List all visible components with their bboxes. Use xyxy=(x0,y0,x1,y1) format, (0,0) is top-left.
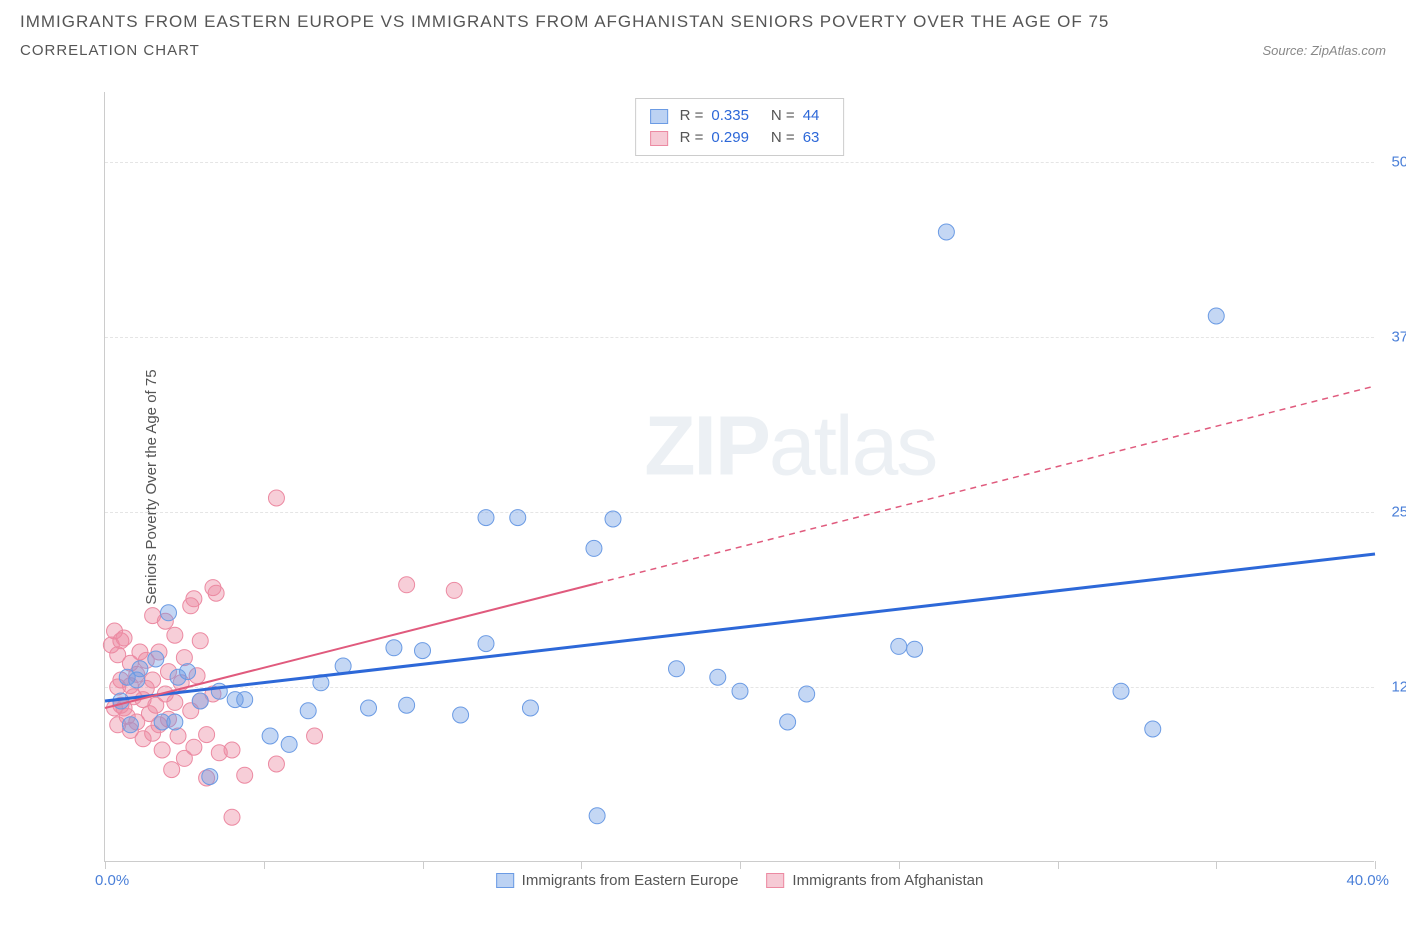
x-tick xyxy=(581,861,582,869)
data-point xyxy=(167,627,183,643)
y-tick-label: 37.5% xyxy=(1391,329,1406,346)
series-legend: Immigrants from Eastern Europe Immigrant… xyxy=(496,872,984,889)
data-point xyxy=(361,700,377,716)
data-point xyxy=(281,736,297,752)
data-point xyxy=(224,809,240,825)
data-point xyxy=(510,510,526,526)
x-tick xyxy=(1216,861,1217,869)
data-point xyxy=(907,641,923,657)
correlation-chart: Seniors Poverty Over the Age of 75 ZIPat… xyxy=(64,92,1384,882)
data-point xyxy=(122,717,138,733)
data-point xyxy=(669,661,685,677)
swatch-pink xyxy=(766,873,784,888)
stats-row-blue: R = 0.335 N = 44 xyxy=(650,105,830,127)
data-point xyxy=(148,651,164,667)
data-point xyxy=(938,224,954,240)
swatch-blue xyxy=(650,109,668,124)
data-point xyxy=(186,739,202,755)
data-point xyxy=(192,693,208,709)
data-point xyxy=(1208,308,1224,324)
stats-row-pink: R = 0.299 N = 63 xyxy=(650,127,830,149)
stats-legend: R = 0.335 N = 44 R = 0.299 N = 63 xyxy=(635,98,845,156)
data-point xyxy=(605,511,621,527)
swatch-pink xyxy=(650,131,668,146)
data-point xyxy=(522,700,538,716)
data-point xyxy=(262,728,278,744)
x-tick xyxy=(105,861,106,869)
data-point xyxy=(453,707,469,723)
legend-item-eastern-europe: Immigrants from Eastern Europe xyxy=(496,872,739,889)
data-point xyxy=(211,683,227,699)
data-point xyxy=(589,808,605,824)
x-axis-max: 40.0% xyxy=(1346,872,1389,889)
data-point xyxy=(478,636,494,652)
data-point xyxy=(132,661,148,677)
data-point xyxy=(732,683,748,699)
data-point xyxy=(891,638,907,654)
data-point xyxy=(145,672,161,688)
x-tick xyxy=(1058,861,1059,869)
data-point xyxy=(268,756,284,772)
data-point xyxy=(202,769,218,785)
data-point xyxy=(224,742,240,758)
legend-item-afghanistan: Immigrants from Afghanistan xyxy=(766,872,983,889)
data-point xyxy=(386,640,402,656)
data-point xyxy=(399,577,415,593)
trend-line-dashed xyxy=(597,386,1375,583)
y-tick-label: 25.0% xyxy=(1391,504,1406,521)
x-axis-min: 0.0% xyxy=(95,872,129,889)
data-point xyxy=(710,669,726,685)
subtitle: CORRELATION CHART xyxy=(20,42,200,59)
data-point xyxy=(164,762,180,778)
swatch-blue xyxy=(496,873,514,888)
data-point xyxy=(208,585,224,601)
x-tick xyxy=(1375,861,1376,869)
data-point xyxy=(154,742,170,758)
data-point xyxy=(176,650,192,666)
source-attribution: Source: ZipAtlas.com xyxy=(1262,43,1386,58)
trend-line xyxy=(105,583,597,708)
data-point xyxy=(192,633,208,649)
data-point xyxy=(161,605,177,621)
data-point xyxy=(167,694,183,710)
data-point xyxy=(199,727,215,743)
x-tick xyxy=(264,861,265,869)
x-tick xyxy=(423,861,424,869)
data-point xyxy=(167,714,183,730)
data-point xyxy=(237,692,253,708)
data-point xyxy=(300,703,316,719)
data-point xyxy=(307,728,323,744)
y-tick-label: 50.0% xyxy=(1391,154,1406,171)
data-point xyxy=(180,664,196,680)
header: IMMIGRANTS FROM EASTERN EUROPE VS IMMIGR… xyxy=(0,0,1406,59)
plot-area: ZIPatlas 12.5%25.0%37.5%50.0% R = 0.335 … xyxy=(104,92,1374,862)
x-tick xyxy=(740,861,741,869)
data-point xyxy=(1113,683,1129,699)
data-point xyxy=(116,630,132,646)
data-point xyxy=(399,697,415,713)
data-point xyxy=(415,643,431,659)
data-point xyxy=(780,714,796,730)
data-point xyxy=(237,767,253,783)
page-title: IMMIGRANTS FROM EASTERN EUROPE VS IMMIGR… xyxy=(20,12,1386,32)
data-point xyxy=(1145,721,1161,737)
trend-line xyxy=(105,554,1375,701)
data-point xyxy=(478,510,494,526)
data-point xyxy=(446,582,462,598)
data-point xyxy=(186,591,202,607)
data-point xyxy=(268,490,284,506)
y-tick-label: 12.5% xyxy=(1391,679,1406,696)
x-tick xyxy=(899,861,900,869)
data-point xyxy=(799,686,815,702)
data-point xyxy=(170,728,186,744)
scatter-svg xyxy=(105,92,1374,861)
data-point xyxy=(586,540,602,556)
